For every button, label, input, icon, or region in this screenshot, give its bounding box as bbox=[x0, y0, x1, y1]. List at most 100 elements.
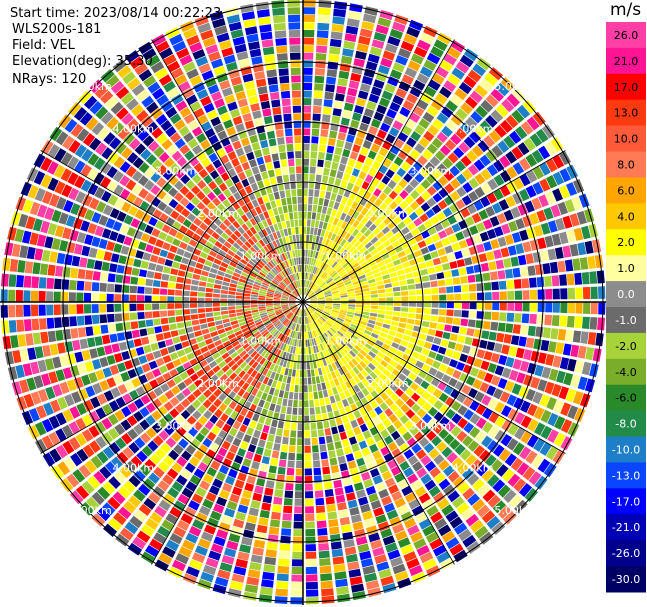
range-gate-cell bbox=[310, 303, 318, 306]
range-gate-cell bbox=[149, 453, 162, 465]
range-gate-cell bbox=[386, 302, 394, 306]
range-gate-cell bbox=[350, 72, 362, 82]
range-gate-cell bbox=[380, 269, 389, 276]
range-gate-cell bbox=[107, 496, 121, 510]
range-gate-cell bbox=[146, 327, 155, 335]
range-gate-cell bbox=[85, 270, 94, 280]
range-gate-cell bbox=[313, 312, 319, 319]
range-gate-cell bbox=[260, 204, 267, 212]
range-gate-cell bbox=[202, 185, 212, 195]
range-gate-cell bbox=[116, 107, 129, 120]
range-gate-cell bbox=[185, 532, 199, 544]
range-gate-cell bbox=[559, 315, 568, 327]
range-gate-cell bbox=[328, 216, 335, 224]
range-gate-cell bbox=[58, 114, 72, 129]
range-gate-cell bbox=[99, 357, 109, 368]
range-gate-cell bbox=[105, 218, 116, 229]
range-gate-cell bbox=[400, 291, 409, 296]
range-gate-cell bbox=[347, 309, 355, 313]
range-gate-cell bbox=[361, 387, 370, 397]
range-gate-cell bbox=[297, 324, 300, 332]
range-gate-cell bbox=[369, 46, 383, 57]
range-gate-cell bbox=[198, 444, 209, 454]
range-gate-cell bbox=[131, 83, 145, 96]
range-gate-cell bbox=[354, 161, 363, 170]
range-gate-cell bbox=[348, 304, 356, 307]
range-gate-cell bbox=[191, 174, 202, 184]
range-gate-cell bbox=[25, 333, 34, 346]
range-gate-cell bbox=[479, 78, 493, 92]
range-gate-cell bbox=[347, 87, 358, 97]
range-gate-cell bbox=[169, 163, 180, 174]
range-gate-cell bbox=[190, 314, 199, 320]
range-gate-cell bbox=[291, 322, 295, 330]
range-gate-cell bbox=[265, 480, 275, 489]
range-gate-cell bbox=[278, 284, 285, 290]
range-gate-cell bbox=[157, 256, 166, 265]
range-gate-cell bbox=[290, 430, 297, 438]
range-gate-cell bbox=[231, 175, 240, 184]
range-gate-cell bbox=[363, 298, 371, 302]
range-gate-cell bbox=[311, 284, 317, 291]
range-gate-cell bbox=[272, 240, 278, 248]
range-gate-cell bbox=[236, 217, 245, 226]
range-gate-cell bbox=[450, 178, 461, 190]
range-gate-cell bbox=[465, 454, 478, 466]
range-gate-cell bbox=[263, 351, 270, 359]
range-gate-cell bbox=[274, 266, 281, 273]
range-gate-cell bbox=[373, 507, 385, 517]
range-gate-cell bbox=[162, 242, 171, 251]
range-gate-cell bbox=[79, 338, 89, 350]
range-gate-cell bbox=[257, 230, 265, 239]
range-gate-cell bbox=[391, 281, 400, 287]
range-gate-cell bbox=[68, 187, 80, 201]
range-gate-cell bbox=[480, 99, 494, 113]
range-gate-cell bbox=[377, 64, 390, 75]
range-gate-cell bbox=[182, 87, 195, 99]
range-gate-cell bbox=[97, 127, 110, 140]
field-label: Field: VEL bbox=[12, 38, 75, 53]
range-gate-cell bbox=[580, 331, 589, 344]
range-gate-cell bbox=[411, 479, 423, 491]
range-gate-cell bbox=[316, 293, 324, 297]
range-gate-cell bbox=[512, 358, 522, 370]
range-gate-cell bbox=[274, 291, 282, 295]
range-gate-cell bbox=[480, 196, 491, 208]
range-gate-cell bbox=[360, 369, 369, 378]
range-gate-cell bbox=[347, 561, 360, 571]
range-gate-cell bbox=[269, 403, 276, 412]
range-gate-cell bbox=[76, 315, 85, 326]
range-gate-cell bbox=[290, 283, 295, 290]
range-gate-cell bbox=[289, 235, 293, 243]
range-gate-cell bbox=[210, 58, 224, 69]
range-gate-cell bbox=[467, 69, 482, 83]
range-gate-cell bbox=[154, 272, 162, 280]
range-gate-cell bbox=[295, 227, 299, 235]
range-gate-cell bbox=[226, 540, 239, 551]
range-gate-cell bbox=[262, 147, 270, 156]
range-gate-cell bbox=[87, 183, 99, 196]
range-gate-cell bbox=[255, 532, 267, 541]
range-gate-cell bbox=[392, 316, 400, 322]
range-gate-cell bbox=[162, 493, 176, 505]
range-gate-cell bbox=[109, 263, 118, 273]
range-gate-cell bbox=[343, 205, 350, 214]
range-gate-cell bbox=[575, 302, 583, 314]
range-gate-cell bbox=[192, 49, 206, 60]
range-gate-cell bbox=[152, 303, 160, 310]
range-gate-cell bbox=[585, 347, 595, 361]
range-gate-cell bbox=[351, 443, 360, 453]
range-gate-cell bbox=[165, 361, 175, 371]
range-gate-cell bbox=[308, 196, 313, 204]
range-gate-cell bbox=[242, 373, 250, 382]
range-gate-cell bbox=[265, 296, 273, 299]
range-gate-cell bbox=[379, 248, 388, 256]
range-gate-cell bbox=[316, 360, 321, 368]
range-gate-cell bbox=[513, 478, 527, 492]
range-gate-cell bbox=[439, 294, 447, 301]
range-gate-cell bbox=[252, 254, 260, 262]
range-gate-cell bbox=[255, 345, 263, 353]
range-gate-cell bbox=[179, 185, 190, 196]
colorbar-tick-label: -6.0 bbox=[615, 392, 636, 405]
range-gate-cell bbox=[227, 302, 235, 306]
